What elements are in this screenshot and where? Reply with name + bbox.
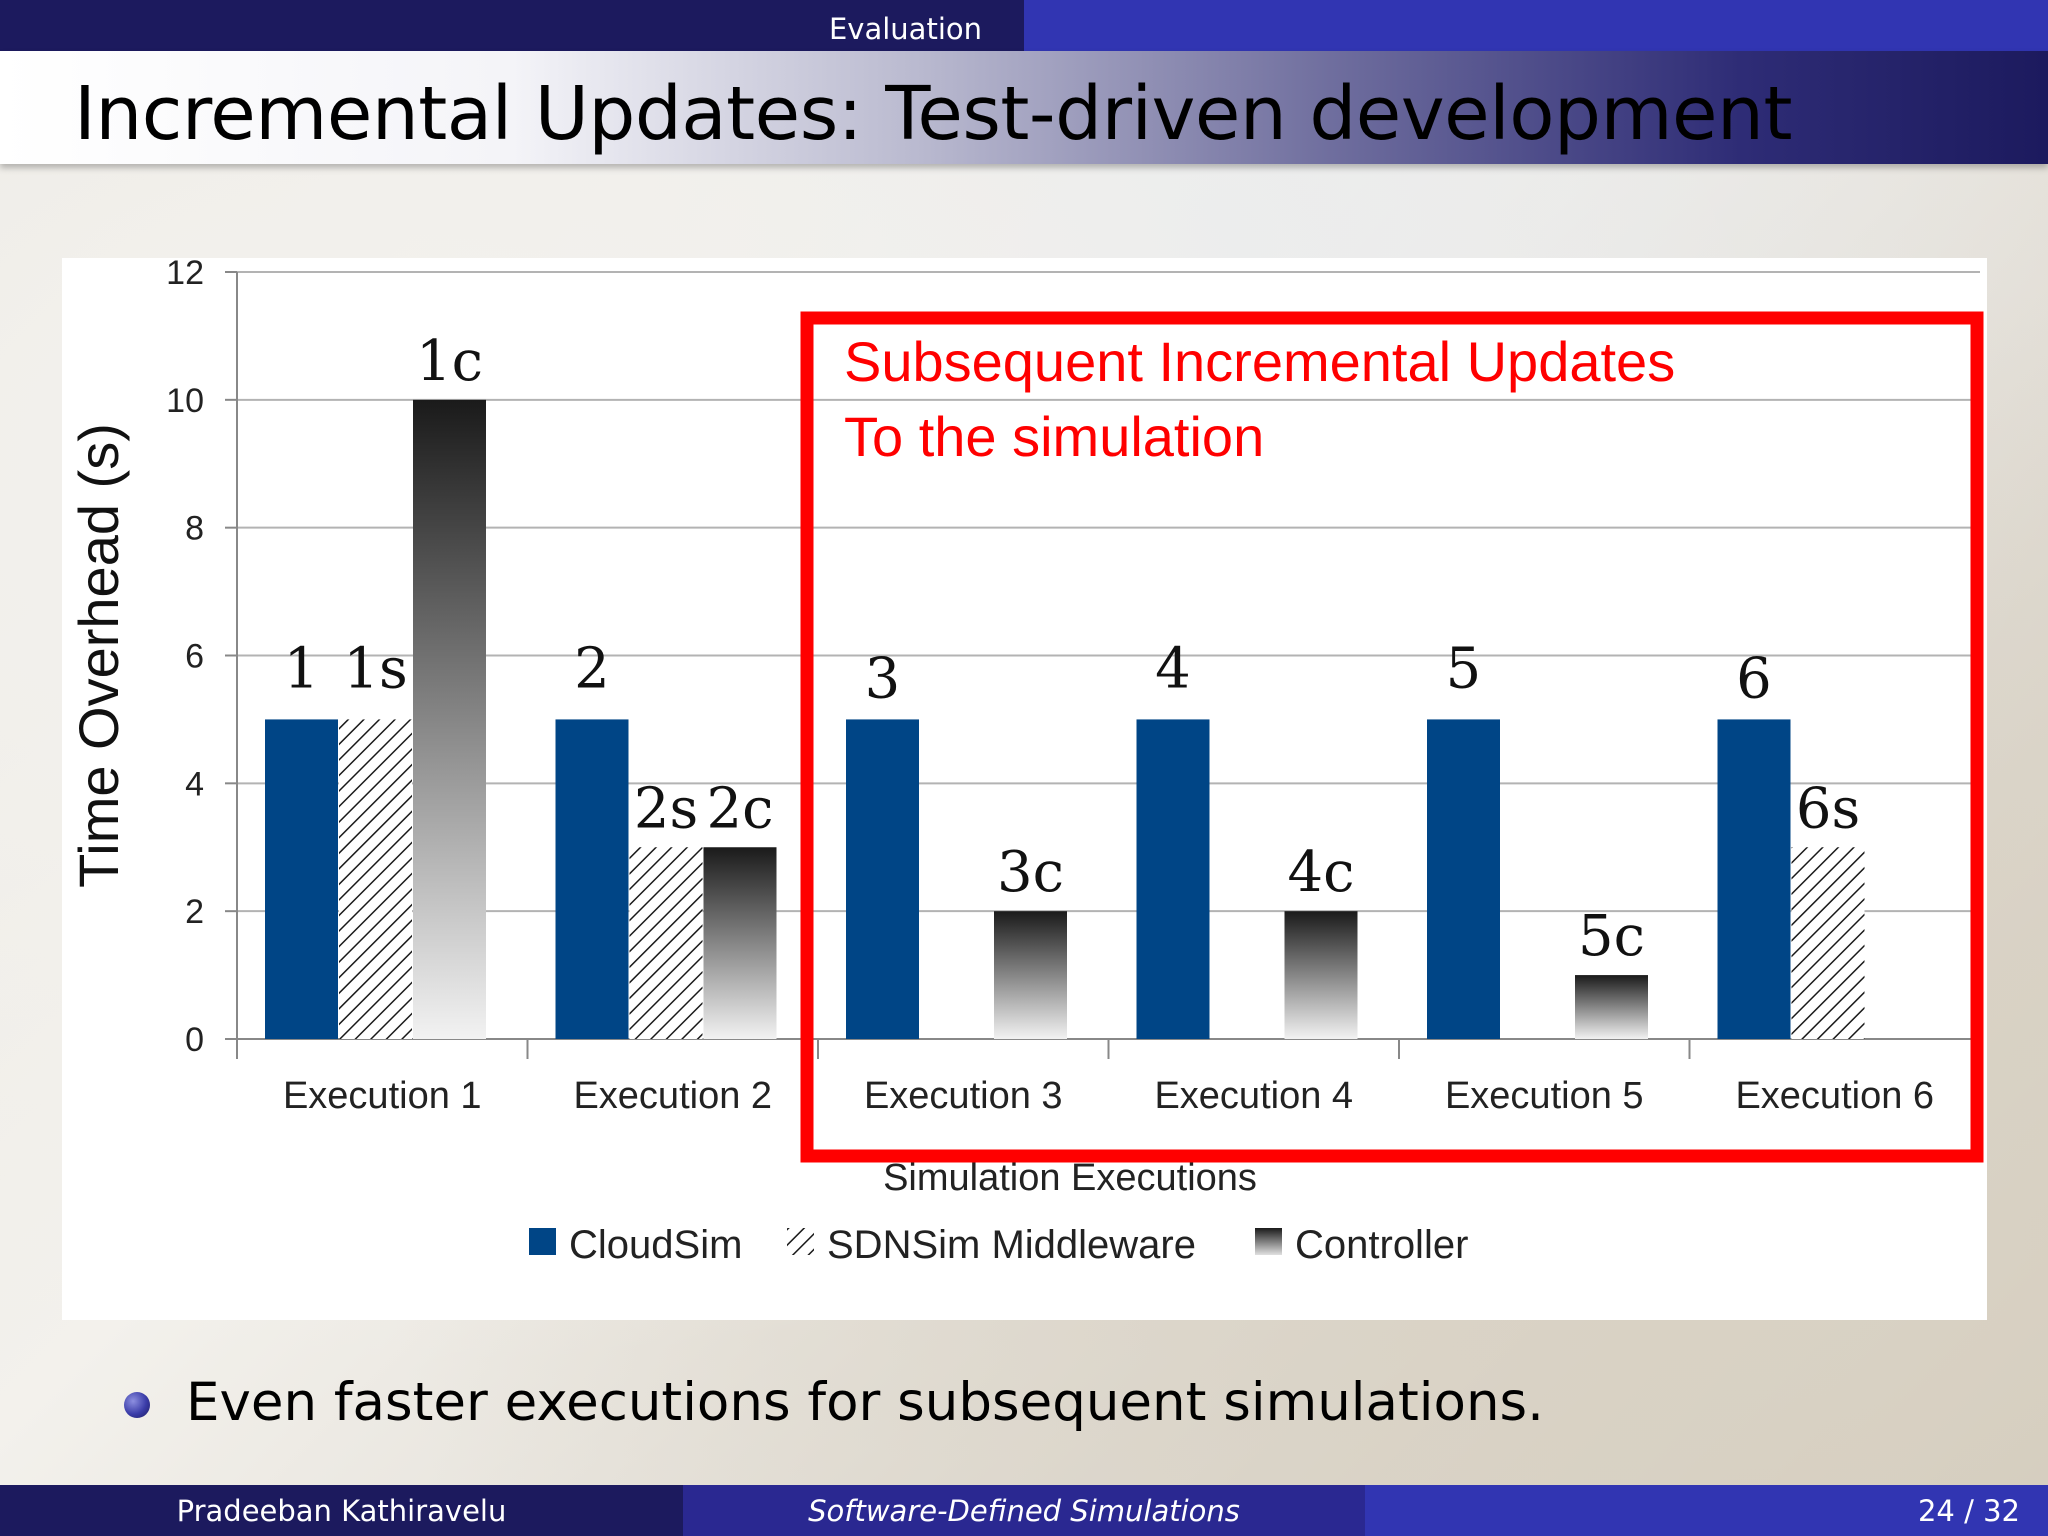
x-tick-label: Execution 2 [573, 1075, 772, 1117]
y-tick-label: 8 [185, 510, 204, 548]
footer-page-number: 24 / 32 [1365, 1485, 2048, 1536]
section-label-text[interactable]: Evaluation [828, 12, 982, 46]
bullet-item: Even faster executions for subsequent si… [124, 1372, 1544, 1433]
annotation-box [800, 311, 1984, 1163]
legend-label: CloudSim [569, 1223, 742, 1267]
y-tick-label: 2 [185, 893, 204, 931]
bar-cloudsim [555, 719, 629, 1039]
bar-sdnsim-middleware [339, 719, 412, 1039]
data-label: 1s [343, 636, 407, 701]
data-label: 2s [634, 776, 698, 841]
footer-talk-title: Software-Defined Simulations [683, 1485, 1365, 1536]
y-tick-label: 12 [166, 258, 204, 292]
data-label: 1c [416, 329, 483, 394]
footer-author-text: Pradeeban Kathiravelu [176, 1493, 507, 1528]
bar-controller [1575, 975, 1648, 1039]
footer-page-text: 24 / 32 [1917, 1493, 2020, 1528]
y-tick-label: 4 [185, 765, 204, 803]
x-tick-label: Execution 1 [283, 1075, 482, 1117]
data-label: 5 [1446, 636, 1482, 701]
x-tick-label: Execution 3 [864, 1075, 1063, 1117]
bar-controller [703, 847, 777, 1039]
bar-cloudsim [846, 719, 919, 1039]
x-tick-label: Execution 5 [1445, 1075, 1644, 1117]
data-label: 6s [1796, 776, 1860, 841]
top-navigation-bar [0, 0, 2048, 51]
bullet-dot-icon [124, 1391, 150, 1418]
bar-controller [994, 911, 1067, 1039]
data-label: 3c [997, 840, 1064, 905]
data-label: 3 [865, 646, 901, 711]
data-label: 5c [1578, 904, 1645, 969]
data-label: 4 [1155, 636, 1191, 701]
y-tick-label: 6 [185, 638, 204, 676]
footer-bar: Pradeeban Kathiravelu Software-Defined S… [0, 1485, 2048, 1536]
slide-title: Incremental Updates: Test-driven develop… [74, 71, 1792, 157]
data-label: 6 [1736, 646, 1772, 711]
x-tick-label: Execution 6 [1735, 1075, 1934, 1117]
y-tick-label: 10 [166, 382, 204, 420]
x-axis-title: Simulation Executions [883, 1157, 1257, 1199]
bar-controller [1284, 911, 1358, 1039]
title-bar: Incremental Updates: Test-driven develop… [0, 51, 2048, 164]
y-axis-title: Time Overhead (s) [67, 423, 130, 888]
bar-cloudsim [1427, 719, 1500, 1039]
bar-cloudsim [265, 719, 338, 1039]
legend-swatch [787, 1228, 814, 1255]
bar-cloudsim [1717, 719, 1791, 1039]
legend-swatch [1255, 1228, 1282, 1255]
data-label: 2 [574, 636, 610, 701]
bar-sdnsim-middleware [1791, 847, 1865, 1039]
footer-author: Pradeeban Kathiravelu [0, 1485, 683, 1536]
data-label: 2c [707, 776, 774, 841]
bar-cloudsim [1136, 719, 1210, 1039]
data-label: 1 [284, 636, 320, 701]
data-label: 4c [1288, 840, 1355, 905]
bar-sdnsim-middleware [629, 847, 703, 1039]
top-bar-left [0, 0, 1024, 51]
chart-panel: 0 2 4 6 8 10 12 Execution 1 Execution 2 Execution… [62, 258, 1987, 1320]
section-label[interactable]: Evaluation [0, 0, 1024, 51]
top-bar-right [1024, 0, 2048, 51]
y-tick-label: 0 [185, 1021, 204, 1059]
bullet-text: Even faster executions for subsequent si… [186, 1372, 1544, 1433]
bar-controller [413, 399, 486, 1039]
legend-label: Controller [1295, 1223, 1468, 1267]
footer-talk-title-text: Software-Defined Simulations [808, 1493, 1240, 1528]
legend-swatch [529, 1228, 556, 1255]
x-tick-label: Execution 4 [1154, 1075, 1353, 1117]
annotation-text: Subsequent Incremental Updates [844, 330, 1675, 393]
legend-label: SDNSim Middleware [827, 1223, 1196, 1267]
annotation-text: To the simulation [844, 405, 1264, 468]
